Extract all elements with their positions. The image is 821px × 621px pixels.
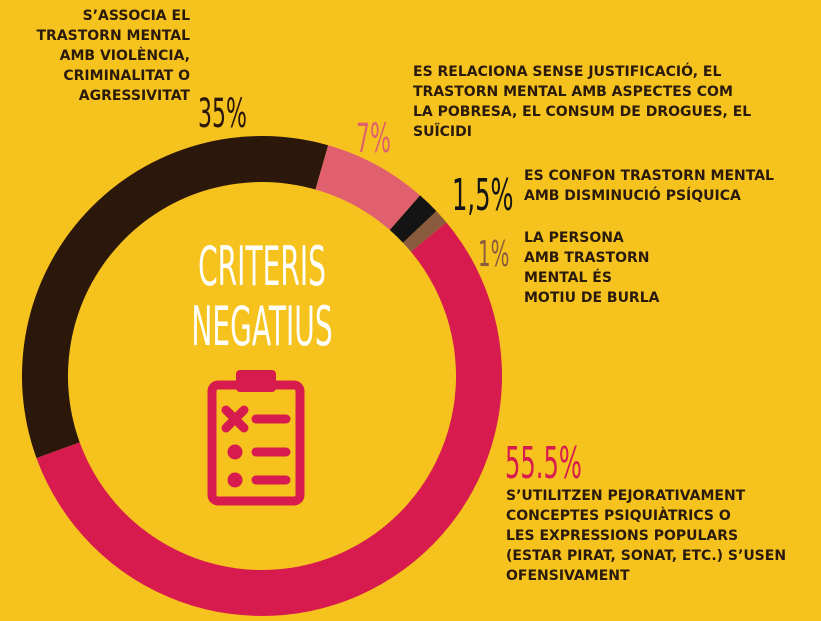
- category-label: ES CONFON TRASTORN MENTAL AMB DISMINUCIÓ…: [524, 168, 774, 204]
- percent-label: 7%: [356, 115, 391, 162]
- donut: [21, 136, 503, 617]
- category-label: LA PERSONA AMB TRASTORN MENTAL ÉS MOTIU …: [524, 230, 660, 306]
- donut-segment: [21, 136, 329, 459]
- title-line: CRITERIS: [198, 236, 326, 299]
- percent-label: 55.5%: [505, 438, 582, 489]
- donut-segment: [402, 211, 447, 252]
- donut-segment: [389, 195, 437, 243]
- percent-label: 1,5%: [452, 170, 513, 221]
- category-label: S’UTILITZEN PEJORATIVAMENT CONCEPTES PSI…: [506, 488, 787, 584]
- percent-label: 1%: [478, 233, 509, 275]
- donut-segment: [315, 145, 421, 231]
- category-label: ES RELACIONA SENSE JUSTIFICACIÓ, EL TRAS…: [413, 64, 752, 140]
- clipboard-icon: [207, 370, 305, 506]
- title-line: NEGATIUS: [191, 296, 332, 359]
- percent-label: 35%: [198, 90, 247, 137]
- category-label: S’ASSOCIA EL TRASTORN MENTAL AMB VIOLÈNC…: [36, 8, 190, 104]
- donut-segment: [36, 222, 503, 617]
